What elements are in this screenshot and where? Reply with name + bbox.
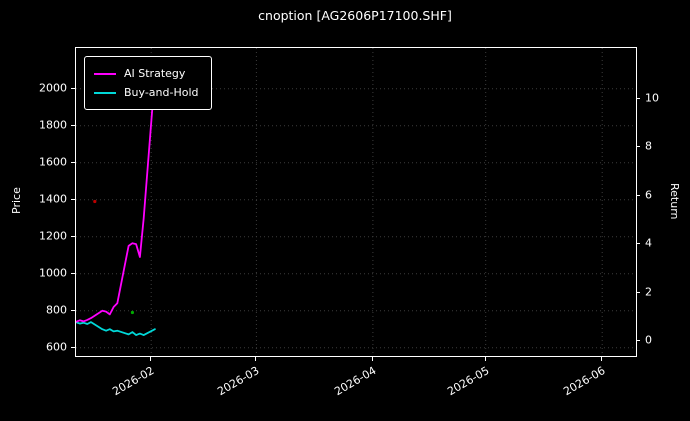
legend-label-buy-and-hold: Buy-and-Hold (124, 86, 199, 99)
plot-area: AI Strategy Buy-and-Hold (75, 47, 637, 357)
y-tick-label-right: 8 (645, 139, 652, 153)
bottom-tick-mark (150, 357, 152, 361)
x-tick-label: 2026-02 (110, 364, 157, 399)
x-tick-label: 2026-06 (561, 364, 608, 399)
y-tick-label-left: 1800 (39, 118, 67, 132)
legend-item-buy-and-hold: Buy-and-Hold (94, 83, 199, 102)
right-tick-mark (636, 243, 640, 245)
right-tick-mark (636, 146, 640, 148)
chart-title: cnoption [AG2606P17100.SHF] (258, 8, 452, 23)
left-tick-mark (71, 309, 75, 311)
y-axis-label-return: Return (668, 182, 681, 220)
bottom-tick-mark (255, 357, 257, 361)
left-tick-mark (71, 198, 75, 200)
y-tick-label-left: 800 (46, 303, 67, 317)
left-tick-mark (71, 87, 75, 89)
legend-item-ai-strategy: AI Strategy (94, 64, 199, 83)
buy-and-hold-line-swatch (94, 91, 116, 94)
y-tick-label-right: 10 (645, 91, 659, 105)
ai-strategy-line-swatch (94, 72, 116, 75)
y-tick-label-right: 2 (645, 285, 652, 299)
legend: AI Strategy Buy-and-Hold (84, 56, 212, 110)
y-axis-label-price: Price (10, 187, 23, 215)
left-tick-mark (71, 272, 75, 274)
bottom-tick-mark (484, 357, 486, 361)
right-tick-mark (636, 340, 640, 342)
left-tick-mark (71, 235, 75, 237)
y-tick-label-right: 0 (645, 333, 652, 347)
right-tick-mark (636, 97, 640, 99)
y-tick-label-left: 1200 (39, 229, 67, 243)
plot-canvas (76, 48, 636, 356)
left-tick-mark (71, 346, 75, 348)
right-tick-mark (636, 291, 640, 293)
x-tick-label: 2026-04 (332, 364, 379, 399)
y-tick-label-right: 6 (645, 188, 652, 202)
y-tick-label-left: 1600 (39, 155, 67, 169)
y-tick-label-right: 4 (645, 236, 652, 250)
bottom-tick-mark (601, 357, 603, 361)
right-tick-mark (636, 194, 640, 196)
x-tick-label: 2026-05 (444, 364, 492, 399)
y-tick-label-left: 1400 (39, 192, 67, 206)
y-tick-label-left: 600 (46, 340, 67, 354)
y-tick-label-left: 1000 (39, 266, 67, 280)
y-tick-label-left: 2000 (39, 81, 67, 95)
legend-label-ai-strategy: AI Strategy (124, 67, 186, 80)
x-tick-label: 2026-03 (215, 364, 262, 399)
left-tick-mark (71, 161, 75, 163)
left-tick-mark (71, 124, 75, 126)
bottom-tick-mark (371, 357, 373, 361)
